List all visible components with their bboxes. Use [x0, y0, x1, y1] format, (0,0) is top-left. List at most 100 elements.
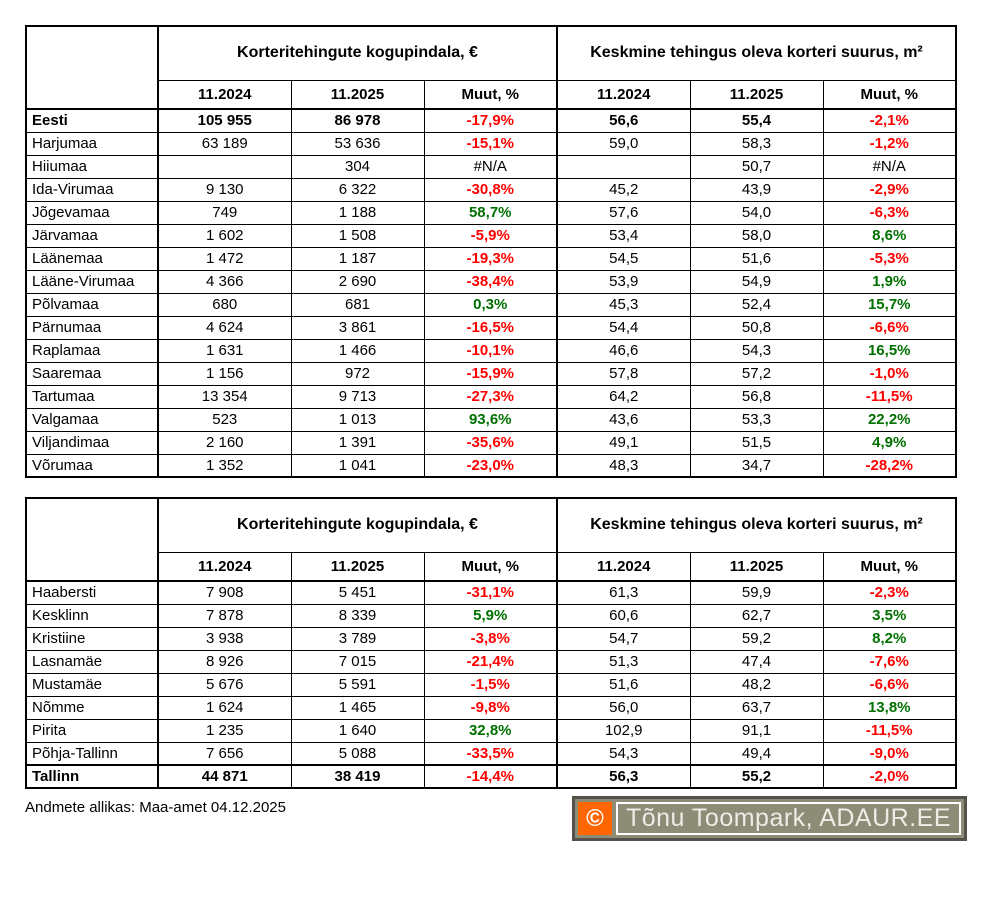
- group1-header: Korteritehingute kogupindala, €: [157, 25, 558, 81]
- size-2025-cell: 57,2: [689, 361, 824, 386]
- group2-header: Keskmine tehingus oleva korteri suurus, …: [556, 497, 957, 553]
- region-name-cell: Viljandimaa: [25, 430, 159, 455]
- area-2024-cell: 1 624: [157, 695, 292, 720]
- size-change-cell: -11,5%: [822, 384, 957, 409]
- size-2024-cell: 43,6: [556, 407, 691, 432]
- area-2025-cell: 7 015: [290, 649, 425, 674]
- header-group-row: Korteritehingute kogupindala, € Keskmine…: [25, 497, 957, 582]
- area-change-cell: -15,9%: [423, 361, 558, 386]
- size-2025-cell: 55,4: [689, 108, 824, 133]
- size-2025-cell: 50,8: [689, 315, 824, 340]
- size-change-cell: 15,7%: [822, 292, 957, 317]
- area-2024-cell: 1 352: [157, 453, 292, 478]
- area-2025-cell: 1 187: [290, 246, 425, 271]
- table-row: Valgamaa 523 1 013 93,6% 43,6 53,3 22,2%: [25, 407, 957, 432]
- districts-table-wrap: Korteritehingute kogupindala, € Keskmine…: [25, 497, 957, 789]
- size-change-cell: -1,2%: [822, 131, 957, 156]
- size-change-cell: -28,2%: [822, 453, 957, 478]
- size-2024-cell: 56,6: [556, 108, 691, 133]
- area-2024-cell: 1 602: [157, 223, 292, 248]
- area-2024-cell: 2 160: [157, 430, 292, 455]
- size-2025-cell: 48,2: [689, 672, 824, 697]
- region-name-cell: Mustamäe: [25, 672, 159, 697]
- area-2024-cell: 105 955: [157, 108, 292, 133]
- region-name-cell: Läänemaa: [25, 246, 159, 271]
- table-row: Võrumaa 1 352 1 041 -23,0% 48,3 34,7 -28,2%: [25, 453, 957, 478]
- corner-cell: [25, 25, 159, 110]
- size-change-cell: -2,1%: [822, 108, 957, 133]
- table-row: Harjumaa 63 189 53 636 -15,1% 59,0 58,3 -1,2%: [25, 131, 957, 156]
- area-change-cell: -9,8%: [423, 695, 558, 720]
- size-2025-cell: 58,0: [689, 223, 824, 248]
- area-2025-cell: 1 508: [290, 223, 425, 248]
- area-2025-cell: 1 391: [290, 430, 425, 455]
- size-2025-cell: 59,2: [689, 626, 824, 651]
- size-2024-cell: 61,3: [556, 580, 691, 605]
- size-2024-cell: 57,6: [556, 200, 691, 225]
- size-2024-cell: 57,8: [556, 361, 691, 386]
- area-2025-cell: 86 978: [290, 108, 425, 133]
- area-2025-cell: 1 640: [290, 718, 425, 743]
- area-change-cell: -38,4%: [423, 269, 558, 294]
- region-name-cell: Nõmme: [25, 695, 159, 720]
- size-2025-cell: 55,2: [689, 764, 824, 789]
- area-2025-cell: 5 088: [290, 741, 425, 766]
- area-change-cell: -17,9%: [423, 108, 558, 133]
- size-change-cell: 8,6%: [822, 223, 957, 248]
- table-row: Viljandimaa 2 160 1 391 -35,6% 49,1 51,5 4,9%: [25, 430, 957, 455]
- size-change-cell: -1,0%: [822, 361, 957, 386]
- area-2024-cell: [157, 154, 292, 179]
- area-2025-cell: 3 861: [290, 315, 425, 340]
- group1-header: Korteritehingute kogupindala, €: [157, 497, 558, 553]
- area-2025-cell: 304: [290, 154, 425, 179]
- area-2025-cell: 3 789: [290, 626, 425, 651]
- table-row: Põlvamaa 680 681 0,3% 45,3 52,4 15,7%: [25, 292, 957, 317]
- size-change-cell: -6,6%: [822, 315, 957, 340]
- size-2024-cell: [556, 154, 691, 179]
- size-2025-cell: 56,8: [689, 384, 824, 409]
- size-2025-cell: 54,0: [689, 200, 824, 225]
- region-name-cell: Põlvamaa: [25, 292, 159, 317]
- col-header-change: Muut, %: [423, 79, 558, 110]
- area-2025-cell: 1 465: [290, 695, 425, 720]
- area-2024-cell: 3 938: [157, 626, 292, 651]
- table-row: Ida-Virumaa 9 130 6 322 -30,8% 45,2 43,9 -2,9%: [25, 177, 957, 202]
- col-header-2025: 11.2025: [689, 551, 824, 582]
- size-change-cell: -2,0%: [822, 764, 957, 789]
- col-header-change: Muut, %: [822, 551, 957, 582]
- header-sub-row: 11.2024 11.2025 Muut, % 11.2024 11.2025 …: [26, 79, 957, 110]
- area-change-cell: -1,5%: [423, 672, 558, 697]
- area-2024-cell: 1 156: [157, 361, 292, 386]
- area-2025-cell: 681: [290, 292, 425, 317]
- size-2025-cell: 62,7: [689, 603, 824, 628]
- size-2024-cell: 60,6: [556, 603, 691, 628]
- col-header-2025: 11.2025: [290, 79, 425, 110]
- region-name-cell: Ida-Virumaa: [25, 177, 159, 202]
- area-change-cell: -21,4%: [423, 649, 558, 674]
- table-row: Tartumaa 13 354 9 713 -27,3% 64,2 56,8 -11,5%: [25, 384, 957, 409]
- size-2025-cell: 54,9: [689, 269, 824, 294]
- area-2024-cell: 523: [157, 407, 292, 432]
- size-2024-cell: 51,3: [556, 649, 691, 674]
- region-name-cell: Põhja-Tallinn: [25, 741, 159, 766]
- table-row: Nõmme 1 624 1 465 -9,8% 56,0 63,7 13,8%: [25, 695, 957, 720]
- region-name-cell: Raplamaa: [25, 338, 159, 363]
- size-change-cell: 16,5%: [822, 338, 957, 363]
- region-name-cell: Võrumaa: [25, 453, 159, 478]
- table-row: Hiiumaa 304 #N/A 50,7 #N/A: [25, 154, 957, 179]
- corner-cell: [25, 497, 159, 582]
- area-2024-cell: 7 878: [157, 603, 292, 628]
- size-2024-cell: 59,0: [556, 131, 691, 156]
- table-row: Tallinn 44 871 38 419 -14,4% 56,3 55,2 -2,0%: [25, 764, 957, 789]
- region-name-cell: Jõgevamaa: [25, 200, 159, 225]
- area-change-cell: 93,6%: [423, 407, 558, 432]
- footer: Andmete allikas: Maa-amet 04.12.2025 © T…: [25, 796, 967, 841]
- area-change-cell: 32,8%: [423, 718, 558, 743]
- counties-table-wrap: Korteritehingute kogupindala, € Keskmine…: [25, 25, 957, 478]
- region-name-cell: Tallinn: [25, 764, 159, 789]
- size-2025-cell: 53,3: [689, 407, 824, 432]
- table-row: Läänemaa 1 472 1 187 -19,3% 54,5 51,6 -5,3%: [25, 246, 957, 271]
- area-2025-cell: 8 339: [290, 603, 425, 628]
- region-name-cell: Järvamaa: [25, 223, 159, 248]
- size-2024-cell: 56,3: [556, 764, 691, 789]
